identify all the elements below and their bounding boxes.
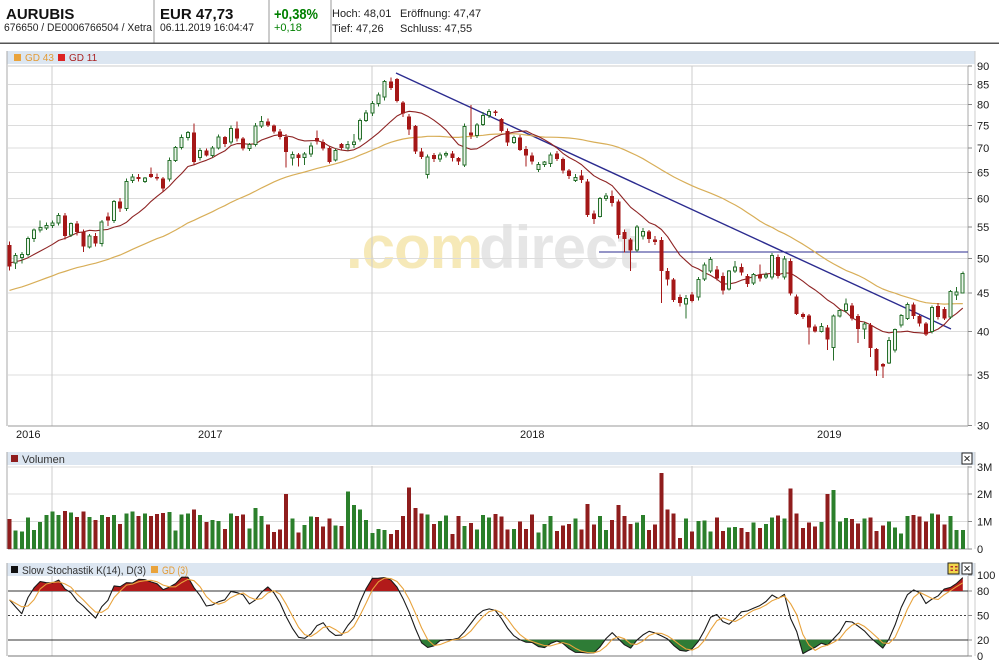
svg-text:35: 35	[977, 370, 989, 382]
svg-text:100: 100	[977, 570, 995, 582]
svg-text:1M: 1M	[977, 517, 992, 529]
svg-text:AURUBIS: AURUBIS	[6, 6, 74, 23]
svg-text:EUR 47,73: EUR 47,73	[160, 6, 233, 23]
svg-text:60: 60	[977, 194, 989, 206]
svg-text:70: 70	[977, 143, 989, 155]
svg-text:GD (3): GD (3)	[162, 565, 188, 577]
svg-text:2018: 2018	[520, 429, 544, 441]
svg-text:+0,38%: +0,38%	[274, 6, 318, 23]
svg-text:90: 90	[977, 61, 989, 73]
svg-text:direct: direct	[479, 214, 637, 281]
svg-text:30: 30	[977, 421, 989, 433]
svg-text:2017: 2017	[198, 429, 222, 441]
svg-text:Schluss: 47,55: Schluss: 47,55	[400, 23, 472, 35]
svg-text:Volumen: Volumen	[22, 454, 65, 466]
svg-text:45: 45	[977, 288, 989, 300]
svg-text:06.11.2019 16:04:47: 06.11.2019 16:04:47	[160, 22, 254, 34]
svg-text:0: 0	[977, 651, 983, 662]
svg-text:85: 85	[977, 80, 989, 92]
svg-text:2019: 2019	[817, 429, 841, 441]
svg-text:Eröffnung: 47,47: Eröffnung: 47,47	[400, 8, 481, 20]
svg-text:80: 80	[977, 100, 989, 112]
svg-text:2016: 2016	[16, 429, 40, 441]
svg-text:GD 43: GD 43	[25, 53, 54, 64]
svg-text:65: 65	[977, 168, 989, 180]
svg-text:Hoch: 48,01: Hoch: 48,01	[332, 8, 391, 20]
svg-text:40: 40	[977, 326, 989, 338]
svg-text:50: 50	[977, 253, 989, 265]
svg-text:20: 20	[977, 635, 989, 647]
svg-text:50: 50	[977, 610, 989, 622]
svg-text:2M: 2M	[977, 489, 992, 501]
svg-text:80: 80	[977, 586, 989, 598]
svg-text:3M: 3M	[977, 462, 992, 474]
svg-text:75: 75	[977, 121, 989, 133]
svg-text:55: 55	[977, 222, 989, 234]
svg-text:GD 11: GD 11	[69, 53, 98, 64]
svg-text:676650 / DE0006766504 / Xetra: 676650 / DE0006766504 / Xetra	[4, 22, 153, 34]
svg-text:.com: .com	[346, 214, 482, 281]
svg-text:0: 0	[977, 544, 983, 556]
svg-text:Tief: 47,26: Tief: 47,26	[332, 23, 384, 35]
svg-text:+0,18: +0,18	[274, 22, 302, 34]
svg-text:Slow Stochastik K(14), D(3): Slow Stochastik K(14), D(3)	[22, 565, 146, 577]
